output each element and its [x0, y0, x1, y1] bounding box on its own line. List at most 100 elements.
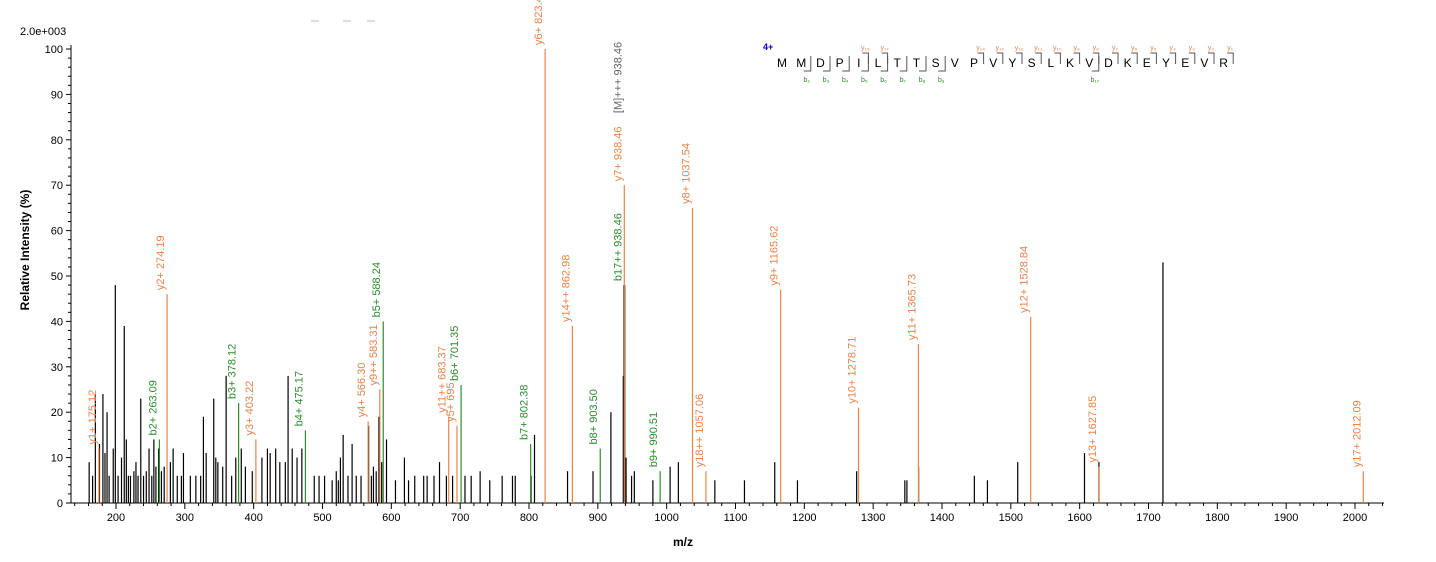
b-ion-label: b₅ [861, 77, 868, 84]
y-ion-bracket [862, 52, 869, 64]
x-tick-label: 1800 [1205, 512, 1229, 524]
b-ion-bracket [803, 56, 812, 72]
b-ion-label: b₈ [919, 77, 926, 84]
b-ion-bracket [823, 56, 831, 72]
x-tick-label: 2000 [1343, 512, 1367, 524]
b-ion-label: b₂ [803, 77, 810, 84]
peak-label-b: b4+ 475.17 [293, 371, 305, 426]
x-tick-label: 1600 [1067, 512, 1091, 524]
peak-label-y: y7+ 938.46 [612, 126, 624, 181]
residue-letter: M [777, 56, 787, 70]
b-ion-label: b₆ [880, 77, 887, 84]
residue-letter: S [932, 56, 940, 70]
peak-labels-layer: y1+ 175.12 b2+ 263.09 y2+ 274.19 b3+ 378.12… [87, 0, 1363, 467]
y-axis: 0 10 20 30 40 50 60 70 80 90 100 [45, 44, 72, 510]
y-ion-label: y₁₃ [995, 45, 1004, 52]
y-tick-label: 60 [51, 226, 63, 238]
peak-label-b: b7+ 802.38 [519, 385, 531, 440]
b-ion-bracket [861, 56, 869, 72]
y-axis-title: Relative Intensity (%) [18, 190, 32, 311]
peak-label-precursor: [M]+++ 938.46 [612, 42, 624, 113]
residue-letter: D [1104, 56, 1113, 70]
x-axis-title: m/z [673, 535, 693, 549]
y-ion-bracket [996, 52, 1004, 64]
peak-label-b: b3+ 378.12 [227, 344, 239, 399]
peak-label-y: y8+ 1037.54 [681, 143, 693, 204]
b-ion-bracket [919, 56, 927, 72]
residue-letter: Y [1008, 56, 1016, 70]
y-tick-label: 70 [51, 180, 63, 192]
x-tick-label: 900 [589, 512, 607, 524]
b-ion-label: b₉ [938, 77, 945, 84]
x-tick-label: 200 [107, 512, 125, 524]
y-ion-bracket [1073, 52, 1081, 64]
y-ion-bracket [1016, 52, 1023, 64]
peak-label-y: y2+ 274.19 [155, 235, 167, 290]
y-ion-bracket [977, 52, 985, 64]
residue-letter: Y [1162, 56, 1170, 70]
residue-letter: K [1124, 56, 1132, 70]
y-ion-label: y₁₄ [976, 45, 985, 52]
x-axis: 200 300 400 500 600 700 800 900 1000 1100 1200 1300… [71, 502, 1384, 524]
x-tick-label: 800 [520, 512, 538, 524]
peak-label-b: b17++ 938.46 [612, 213, 624, 281]
y-ion-label: y₁₂ [1015, 45, 1024, 52]
x-tick-label: 700 [451, 512, 469, 524]
y-ion-label: y₄ [1169, 45, 1176, 52]
y-ion-bracket [1054, 52, 1061, 64]
peaks-layer [88, 49, 1364, 503]
y-ion-label: y₉ [1073, 45, 1080, 52]
y-ion-bracket [1208, 52, 1215, 64]
y-ion-bracket [1188, 52, 1196, 64]
y-ion-label: y₁₁ [1034, 45, 1043, 52]
x-tick-label: 300 [176, 512, 194, 524]
b-ion-bracket [842, 56, 850, 72]
b-ion-label: b₄ [842, 77, 849, 84]
y-tick-label: 0 [57, 498, 63, 510]
residue-letter: L [875, 56, 882, 70]
peak-label-y: y9++ 583.31 [368, 324, 380, 385]
y-ion-label: y₃ [1189, 45, 1196, 52]
x-tick-label: 1000 [654, 512, 678, 524]
residue-letter: P [836, 56, 844, 70]
x-tick-label: 1200 [792, 512, 816, 524]
y-ion-bracket [1150, 52, 1157, 64]
x-tick-label: 1500 [999, 512, 1023, 524]
residue-letter: D [816, 56, 825, 70]
y-tick-label: 20 [51, 407, 63, 419]
residue-letter: K [1066, 56, 1074, 70]
y-ion-bracket [1227, 52, 1234, 64]
b-ion-bracket [899, 56, 908, 72]
residue-letter: R [1219, 56, 1228, 70]
peak-label-b: b9+ 990.51 [648, 412, 660, 467]
peak-label-b: b5+ 588.24 [371, 262, 383, 317]
y-tick-label: 50 [51, 271, 63, 283]
residue-letter: E [1181, 56, 1189, 70]
peak-label-y: y4+ 566.30 [356, 363, 368, 418]
peak-label-y: y14++ 862.98 [560, 255, 572, 322]
b-ion-bracket [938, 56, 946, 72]
peak-label-y: y1+ 175.12 [87, 390, 99, 445]
b-ion-bracket [1091, 56, 1100, 72]
residue-letter: T [913, 56, 921, 70]
y-ion-bracket [1035, 52, 1042, 64]
peak-label-y: y17+ 2012.09 [1351, 400, 1363, 467]
residue-letter: M [796, 56, 806, 70]
y-ion-bracket [1169, 52, 1177, 64]
y-ion-bracket [881, 52, 889, 64]
x-tick-label: 1400 [930, 512, 954, 524]
scale-label: 2.0e+003 [20, 26, 66, 38]
peak-label-y: y9+ 1165.62 [769, 226, 781, 286]
y-tick-label: 80 [51, 135, 63, 147]
residue-letter: V [951, 56, 959, 70]
y-tick-label: 10 [51, 453, 63, 465]
peak-label-y: y3+ 403.22 [244, 381, 256, 436]
residue-letter: P [970, 56, 978, 70]
residue-letter: V [989, 56, 997, 70]
x-tick-label: 1900 [1274, 512, 1298, 524]
b-ion-label: b₃ [823, 77, 830, 84]
y-tick-label: 100 [45, 44, 63, 56]
y-ion-bracket [1112, 52, 1119, 64]
b-ion-label: b₇ [900, 77, 907, 84]
